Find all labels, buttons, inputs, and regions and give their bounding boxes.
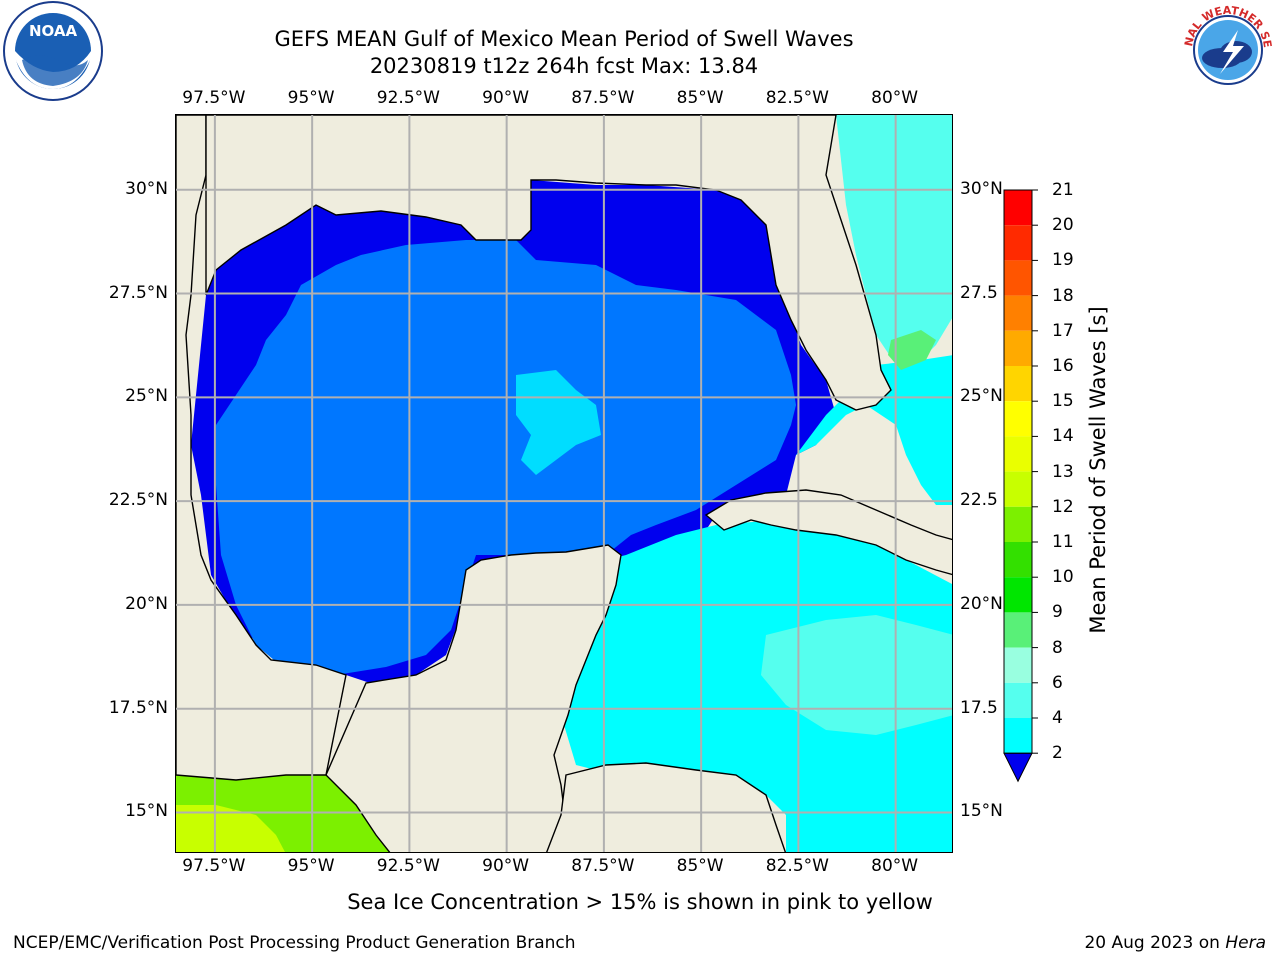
footer-date-text: 20 Aug 2023 on [1084,933,1226,953]
land-central-america [546,762,787,852]
noaa-logo: NOAA [3,1,103,101]
colorbar-level: 16 [1052,356,1074,376]
colorbar-band [1004,612,1032,648]
colorbar [1003,189,1038,783]
atlantic-water [836,115,952,365]
caribbean-water-light [761,615,952,735]
colorbar-level: 13 [1052,461,1074,482]
lon-tick-top: 80°W [871,88,919,108]
lat-tick-left: 30°N [125,178,168,199]
colorbar-band [1004,225,1032,261]
land-cuba [704,489,952,576]
lon-tick-top: 85°W [676,88,724,108]
map-canvas [176,115,952,852]
colorbar-level: 12 [1052,496,1074,517]
colorbar-band [1004,471,1032,507]
lat-tick-left: 25°N [125,386,168,407]
lat-tick-right: 17.5 [960,697,998,718]
colorbar-band [1004,295,1032,331]
lat-tick-right: 15°N [960,801,1003,822]
lat-tick-left: 22.5°N [108,490,168,511]
lat-tick-left: 17.5°N [108,697,168,718]
colorbar-band [1004,436,1032,472]
colorbar-band [1004,506,1032,542]
colorbar-level: 18 [1052,285,1074,306]
lat-tick-left: 15°N [125,801,168,822]
colorbar-level: 14 [1052,426,1074,447]
colorbar-band [1004,577,1032,613]
lon-tick-bottom: 82.5°W [765,856,829,876]
colorbar-level: 10 [1052,567,1074,588]
lon-tick-bottom: 95°W [287,856,335,876]
colorbar-band [1004,190,1032,226]
lon-tick-top: 95°W [287,88,335,108]
nws-logo: NATIONAL WEATHER SERVICE [1178,0,1276,98]
colorbar-level: 17 [1052,320,1074,341]
lat-tick-right: 27.5 [960,282,998,303]
lon-tick-bottom: 85°W [676,856,724,876]
map-panel [175,114,953,853]
pacific-water-yellow [176,805,285,852]
lat-tick-right: 25°N [960,386,1003,407]
lon-tick-top: 92.5°W [376,88,440,108]
colorbar-level: 11 [1052,532,1074,552]
colorbar-level: 2 [1052,743,1063,764]
colorbar-band [1004,366,1032,402]
map-gridlines [176,115,952,852]
lon-tick-bottom: 97.5°W [182,856,246,876]
sea-ice-footnote: Sea Ice Concentration > 15% is shown in … [347,890,933,914]
colorbar-level: 19 [1052,250,1074,271]
lon-tick-bottom: 92.5°W [376,856,440,876]
atlantic-green-patch [888,330,936,370]
lat-tick-right: 20°N [960,593,1003,614]
lat-tick-right: 22.5 [960,490,998,511]
colorbar-band [1004,718,1032,754]
atlantic-water-cyan [796,355,952,505]
lat-tick-left: 27.5°N [108,282,168,303]
lon-tick-top: 82.5°W [765,88,829,108]
lat-tick-right: 30°N [960,178,1003,199]
colorbar-band [1004,260,1032,296]
colorbar-level: 9 [1052,602,1063,623]
colorbar-level: 8 [1052,637,1063,658]
colorbar-level: 6 [1052,672,1063,693]
colorbar-band [1004,401,1032,437]
colorbar-level: 21 [1052,180,1074,200]
colorbar-level: 15 [1052,391,1074,412]
land-yucatan [325,544,622,852]
colorbar-band [1004,542,1032,578]
colorbar-level: 20 [1052,215,1074,236]
chart-subtitle: 20230819 t12z 264h fcst Max: 13.84 [369,54,759,78]
colorbar-band [1004,647,1032,683]
footer-host: Hera [1225,933,1266,953]
lon-tick-top: 97.5°W [182,88,246,108]
lon-tick-bottom: 80°W [871,856,919,876]
colorbar-band [1004,682,1032,718]
colorbar-title: Mean Period of Swell Waves [s] [1086,306,1110,634]
colorbar-extend-arrow [1003,752,1033,783]
footer-credit: NCEP/EMC/Verification Post Processing Pr… [13,933,576,953]
colorbar-level: 4 [1052,708,1063,728]
svg-text:NOAA: NOAA [29,22,78,40]
colorbar-band [1004,330,1032,366]
lon-tick-top: 90°W [482,88,530,108]
lon-tick-bottom: 87.5°W [571,856,635,876]
lat-tick-left: 20°N [125,593,168,614]
land-mexico [176,115,347,781]
chart-title: GEFS MEAN Gulf of Mexico Mean Period of … [274,27,854,51]
footer-date: 20 Aug 2023 on Hera [1084,933,1266,953]
lon-tick-top: 87.5°W [571,88,635,108]
gulf-water-light [516,370,601,475]
lon-tick-bottom: 90°W [482,856,530,876]
